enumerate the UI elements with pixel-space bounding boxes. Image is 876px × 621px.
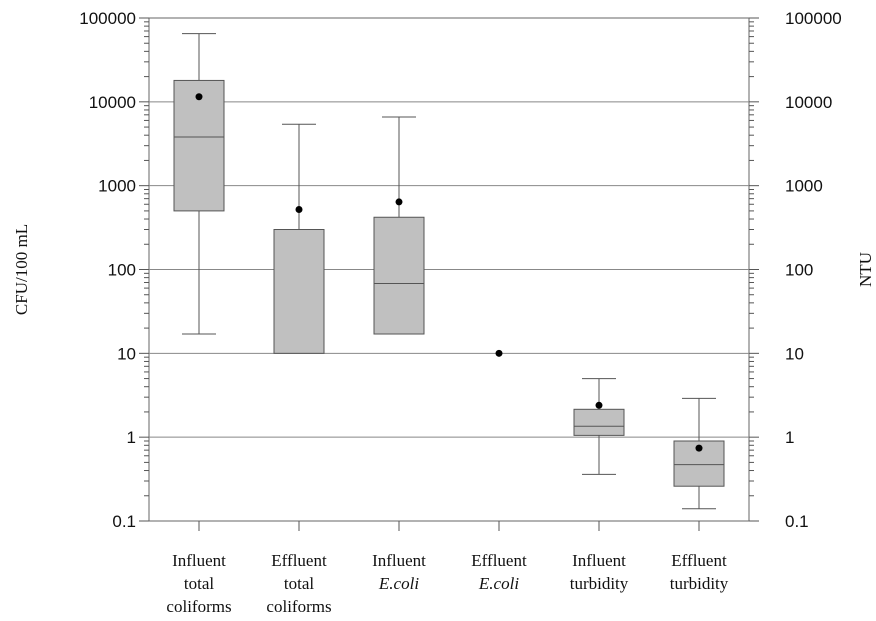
x-tick-label-line: Influent: [172, 551, 226, 570]
x-tick-label-line: Influent: [572, 551, 626, 570]
y-tick-label-left: 10: [117, 344, 136, 363]
box-iqr: [373, 216, 425, 335]
mean-point: [695, 444, 703, 452]
y-tick-label-right: 10: [785, 344, 804, 363]
y-tick-label-right: 1: [785, 428, 794, 447]
x-tick-label: Influent total coliforms: [166, 551, 231, 616]
x-tick-label-line: turbidity: [570, 574, 629, 593]
x-tick-label-line: Influent: [372, 551, 426, 570]
y-tick-label-left: 0.1: [112, 512, 136, 531]
x-tick-label-line: total: [184, 574, 214, 593]
x-tick-label-line: E.coli: [478, 574, 519, 593]
y-tick-label-left: 100: [108, 261, 136, 280]
y-tick-label-right: 0.1: [785, 512, 809, 531]
y-axis-title-right: NTU: [856, 252, 875, 287]
y-tick-label-right: 100000: [785, 9, 842, 28]
x-tick-label-line: total: [284, 574, 314, 593]
x-tick-label-line: Effluent: [671, 551, 727, 570]
y-tick-label-left: 10000: [89, 93, 136, 112]
x-tick-label: Effluent E.coli: [471, 551, 527, 593]
y-tick-label-left: 100000: [79, 9, 136, 28]
x-tick-label-line: Effluent: [471, 551, 527, 570]
box-iqr: [173, 79, 225, 212]
y-tick-label-left: 1000: [98, 177, 136, 196]
x-tick-label-line: coliforms: [166, 597, 231, 616]
x-tick-label: Effluent total coliforms: [266, 551, 331, 616]
y-axis-title-left: CFU/100 mL: [12, 224, 31, 315]
x-tick-label-line: Effluent: [271, 551, 327, 570]
y-tick-label-right: 10000: [785, 93, 832, 112]
x-tick-label-line: turbidity: [670, 574, 729, 593]
mean-point: [395, 198, 403, 206]
x-tick-label: Influent turbidity: [570, 551, 629, 593]
box-iqr: [573, 408, 625, 436]
y-tick-label-right: 1000: [785, 177, 823, 196]
y-tick-label-right: 100: [785, 261, 813, 280]
box-iqr: [273, 229, 325, 354]
x-tick-label: Effluent turbidity: [670, 551, 729, 593]
mean-point: [495, 349, 503, 357]
mean-point: [295, 205, 303, 213]
y-tick-label-left: 1: [127, 428, 136, 447]
x-tick-label: Influent E.coli: [372, 551, 426, 593]
mean-point: [195, 93, 203, 101]
x-tick-label-line: coliforms: [266, 597, 331, 616]
x-tick-label-line: E.coli: [378, 574, 419, 593]
mean-point: [595, 401, 603, 409]
